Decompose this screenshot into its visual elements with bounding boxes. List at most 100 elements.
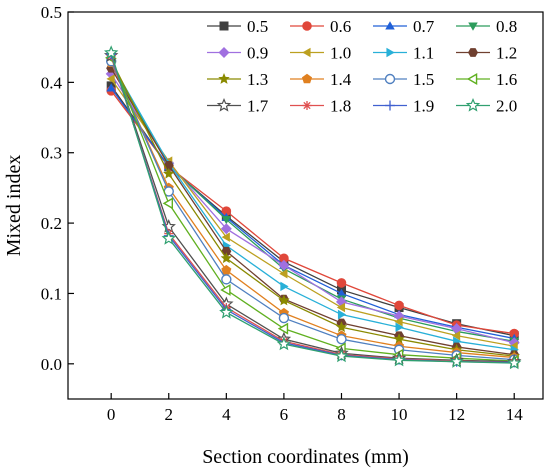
x-axis-label: Section coordinates (mm) (202, 446, 409, 468)
data-point (221, 232, 230, 242)
legend-marker (302, 21, 312, 31)
data-point (219, 304, 234, 319)
data-point (220, 283, 231, 296)
data-point (278, 259, 290, 271)
series-line (110, 55, 515, 364)
legend-marker (218, 73, 230, 84)
data-point (337, 309, 347, 320)
data-point (394, 300, 404, 311)
legend-item: 1.8 (290, 97, 351, 116)
series-1.5 (105, 56, 520, 365)
data-point (221, 216, 232, 225)
data-point (336, 288, 347, 297)
data-point (161, 231, 176, 245)
x-tick-label: 4 (222, 405, 231, 424)
series-1.7 (103, 48, 522, 368)
data-point (278, 294, 290, 306)
legend-label: 1.0 (330, 44, 351, 63)
legend-item: 1.2 (456, 44, 517, 63)
series-line (110, 85, 515, 337)
legend-label: 1.9 (413, 97, 434, 116)
plot-frame (67, 11, 544, 400)
legend-item: 1.5 (373, 70, 434, 89)
legend-item: 1.3 (207, 70, 268, 89)
legend-label: 1.8 (330, 97, 351, 116)
series-line (110, 55, 515, 363)
legend-item: 0.7 (373, 17, 435, 36)
legend-label: 0.9 (247, 44, 268, 63)
data-point (336, 302, 346, 313)
data-point (395, 322, 404, 332)
legend-label: 1.2 (496, 44, 517, 63)
legend-marker (302, 101, 312, 110)
data-point (394, 316, 403, 327)
series-line (110, 67, 515, 356)
data-point (220, 223, 232, 235)
legend-marker (218, 47, 230, 58)
x-tick-label: 0 (107, 405, 116, 424)
data-point (276, 336, 292, 351)
y-axis-ticks: 0.0 0.1 0.2 0.3 0.4 0.5 (41, 3, 74, 374)
legend-item: 0.5 (207, 17, 268, 36)
legend-label: 1.7 (247, 97, 269, 116)
legend-label: 0.8 (496, 17, 517, 36)
data-point (277, 322, 289, 335)
legend-marker (385, 21, 395, 30)
y-tick-label: 0.1 (41, 284, 62, 303)
x-axis-ticks: 0 2 4 6 8 10 12 14 (107, 393, 523, 424)
legend-marker (386, 47, 395, 58)
data-point (106, 83, 116, 92)
legend-item: 1.0 (290, 44, 351, 63)
legend-item: 2.0 (456, 97, 517, 116)
data-point (391, 352, 407, 367)
x-tick-label: 10 (391, 405, 408, 424)
legend-item: 1.6 (456, 70, 517, 89)
data-point (335, 321, 348, 333)
series-0.7 (106, 83, 519, 343)
legend-marker (466, 73, 478, 85)
series-1.2 (106, 63, 520, 359)
legend-label: 1.1 (413, 44, 434, 63)
data-point (393, 333, 405, 345)
legend-item: 1.4 (290, 70, 352, 89)
series-1.6 (105, 51, 519, 367)
x-tick-label: 12 (448, 405, 465, 424)
data-point (509, 328, 520, 339)
legend-item: 0.8 (456, 17, 517, 36)
data-point (163, 167, 175, 179)
legend-marker (219, 21, 229, 31)
data-point (221, 206, 232, 216)
legend-item: 1.9 (373, 97, 434, 116)
series-1.3 (105, 53, 520, 361)
data-point (220, 252, 233, 264)
legend-item: 0.6 (290, 17, 351, 36)
data-point (278, 312, 290, 324)
legend-item: 1.1 (373, 44, 434, 63)
data-point (221, 246, 232, 256)
series-line (110, 52, 515, 364)
y-axis-label: Mixed index (3, 155, 25, 257)
data-point (280, 281, 289, 292)
data-point (221, 274, 232, 285)
legend-marker (302, 47, 311, 58)
data-point (106, 74, 115, 84)
x-tick-label: 2 (165, 405, 174, 424)
series-line (110, 78, 515, 347)
y-tick-label: 0.0 (41, 355, 62, 374)
legend-label: 1.4 (330, 70, 352, 89)
series-1.4 (106, 57, 520, 362)
legend-item: 1.7 (207, 97, 269, 116)
legend-label: 2.0 (496, 97, 517, 116)
series-line (110, 62, 515, 359)
series-2.0 (103, 45, 522, 370)
series-line (110, 60, 515, 361)
data-point (279, 253, 289, 264)
data-point (334, 348, 349, 363)
y-tick-label: 0.4 (41, 73, 63, 92)
series-line (110, 62, 515, 351)
legend-label: 0.7 (413, 17, 435, 36)
data-point (279, 268, 288, 279)
legend-label: 0.6 (330, 17, 351, 36)
legend-marker (465, 97, 481, 112)
